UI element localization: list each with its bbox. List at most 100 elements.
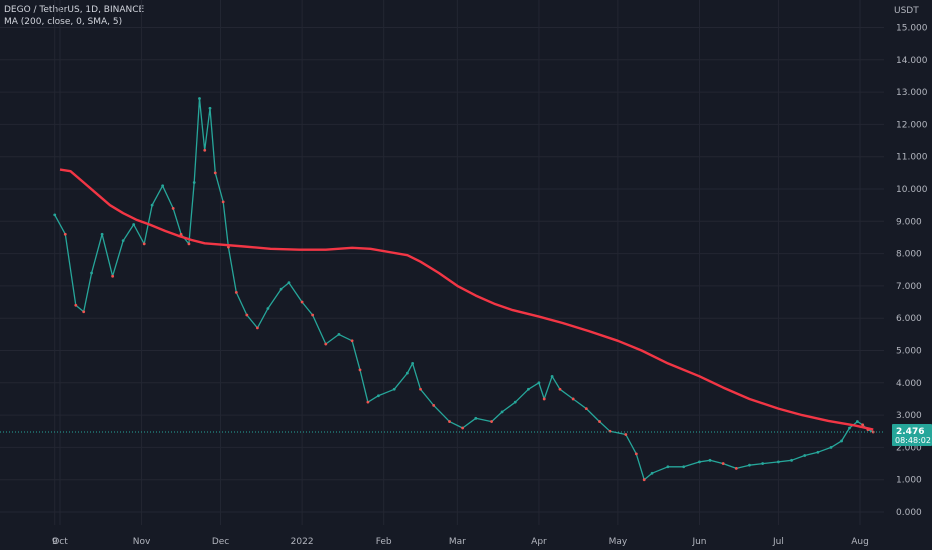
price-point[interactable] [527,387,530,391]
x-tick-label: 2022 [291,537,314,547]
price-point[interactable] [474,416,478,420]
price-point[interactable] [411,362,415,365]
price-point[interactable] [279,287,283,291]
price-point[interactable] [366,400,370,404]
price-point[interactable] [392,387,396,391]
y-tick-label: 9.000 [896,217,922,227]
y-tick-label: 0.000 [896,508,922,518]
x-tick-label: Jun [691,537,706,547]
x-tick-label: 9 [52,537,58,547]
price-point[interactable] [419,387,422,391]
y-tick-label: 5.000 [896,347,922,357]
price-point[interactable] [245,313,249,317]
price-point[interactable] [550,374,554,378]
price-point[interactable] [63,232,67,236]
price-point[interactable] [311,313,315,317]
price-point[interactable] [861,423,865,427]
price-point[interactable] [324,342,328,346]
price-point[interactable] [100,232,104,236]
y-tick-label: 12.000 [896,120,928,130]
price-point[interactable] [142,242,146,246]
price-point[interactable] [734,466,738,470]
y-tick-label: 13.000 [896,88,928,98]
price-point[interactable] [848,426,851,430]
price-point[interactable] [666,465,670,469]
price-point[interactable] [790,458,793,462]
indicator-label[interactable]: MA (200, close, 0, SMA, 5) [4,17,123,27]
price-point[interactable] [82,310,86,314]
x-tick-label: Dec [212,537,229,547]
price-point[interactable] [266,307,270,310]
price-point[interactable] [816,450,820,454]
price-point[interactable] [187,242,191,246]
countdown-label: 08:48:02 [895,436,931,445]
price-point[interactable] [571,397,575,401]
price-point[interactable] [287,281,291,285]
x-tick-label: Mar [449,537,466,547]
price-point[interactable] [500,410,504,414]
y-tick-label: 10.000 [896,185,928,195]
price-point[interactable] [855,420,859,423]
price-point[interactable] [179,232,183,236]
price-point[interactable] [642,478,646,482]
price-point[interactable] [74,303,78,307]
price-point[interactable] [682,465,686,469]
price-point[interactable] [448,420,451,423]
price-point[interactable] [698,460,701,464]
price-point[interactable] [203,148,207,152]
price-point[interactable] [490,420,493,423]
price-point[interactable] [405,371,409,375]
y-tick-label: 4.000 [896,379,922,389]
price-point[interactable] [90,271,93,275]
price-point[interactable] [777,460,780,464]
price-point[interactable] [840,439,843,443]
price-point[interactable] [121,239,125,243]
price-point[interactable] [337,332,341,336]
price-point[interactable] [132,223,136,226]
price-point[interactable] [584,407,588,411]
symbol-label[interactable]: DEGO / TetherUS, 1D, BINANCE [4,5,145,15]
price-point[interactable] [803,454,807,457]
current-price-label: 2.476 [896,427,924,437]
price-point[interactable] [829,446,833,449]
price-point[interactable] [198,97,201,100]
price-point[interactable] [53,213,57,217]
price-point[interactable] [358,368,362,372]
price-point[interactable] [150,203,154,207]
price-point[interactable] [624,433,628,436]
price-point[interactable] [542,397,546,401]
price-point[interactable] [111,274,115,278]
y-tick-label: 15.000 [896,24,928,34]
price-point[interactable] [300,300,304,304]
x-tick-label: Nov [133,537,151,547]
price-point[interactable] [461,426,465,430]
price-point[interactable] [708,458,712,462]
price-point[interactable] [221,200,225,204]
price-point[interactable] [161,184,165,188]
x-tick-label: May [609,537,628,547]
price-point[interactable] [598,420,601,423]
price-point[interactable] [213,171,217,175]
price-point[interactable] [171,206,175,210]
price-point[interactable] [432,404,436,407]
price-point[interactable] [208,106,212,110]
price-point[interactable] [234,290,238,294]
price-point[interactable] [748,463,751,467]
y-tick-label: 6.000 [896,314,922,324]
price-point[interactable] [558,387,562,391]
price-point[interactable] [255,326,259,330]
price-point[interactable] [650,471,654,475]
price-point[interactable] [377,394,380,398]
y-tick-label: 8.000 [896,250,922,260]
price-point[interactable] [192,181,196,184]
price-point[interactable] [761,462,765,465]
y-tick-label: 7.000 [896,282,922,292]
price-point[interactable] [634,452,638,456]
ma-line[interactable] [59,168,874,431]
price-point[interactable] [537,381,541,385]
price-point[interactable] [513,400,517,404]
price-point[interactable] [350,339,354,343]
price-point[interactable] [721,462,725,465]
